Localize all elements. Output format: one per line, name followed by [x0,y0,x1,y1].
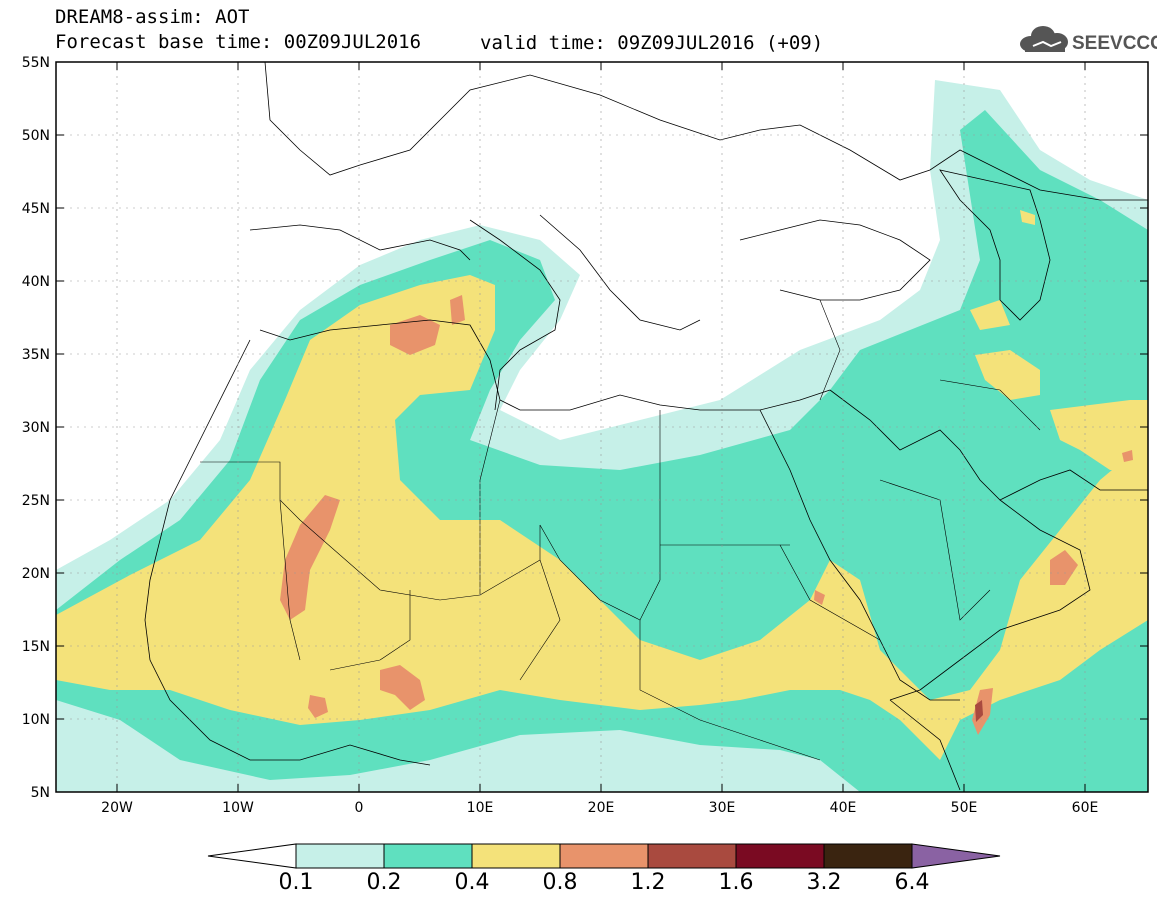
lon-label: 0 [355,800,364,816]
colorbar-under-arrow [207,843,297,869]
colorbar-swatch [559,843,649,869]
lon-label: 20W [101,800,133,816]
longitude-labels: 20W 10W 0 10E 20E 30E 40E 50E 60E [101,800,1098,816]
lat-label: 15N [22,639,50,655]
colorbar-swatch [823,843,913,869]
lon-label: 10W [222,800,254,816]
colorbar-label: 0.2 [366,870,402,895]
aot-band-0-4-east [970,210,1148,470]
lon-label: 60E [1072,800,1099,816]
map-title: DREAM8-assim: AOT [55,6,250,28]
aot-field [56,62,1148,792]
lat-label: 25N [22,493,50,509]
colorbar [207,843,1001,869]
aot-band-0-4-central [400,590,470,625]
lon-label: 30E [709,800,736,816]
colorbar-label: 3.2 [806,870,842,895]
lat-label: 55N [22,55,50,71]
cloud-icon [1020,26,1068,52]
lat-label: 20N [22,566,50,582]
colorbar-label: 0.8 [542,870,578,895]
coastlines [144,62,1148,791]
lat-label: 50N [22,128,50,144]
lon-label: 50E [951,800,978,816]
aot-band-1-2 [975,700,983,722]
colorbar-label: 0.1 [278,870,314,895]
colorbar-label: 0.4 [454,870,490,895]
axis-ticks [56,61,1148,793]
colorbar-swatch [647,843,737,869]
aot-band-0-4-west [56,275,1148,760]
colorbar-label: 1.6 [718,870,754,895]
lat-label: 30N [22,420,50,436]
country-borders [200,299,1041,761]
colorbar-swatch [471,843,561,869]
lat-label: 35N [22,347,50,363]
seevccc-logo: SEEVCCC [1020,26,1157,54]
colorbar-label: 1.2 [630,870,666,895]
lat-label: 40N [22,274,50,290]
colorbar-swatch [295,843,385,869]
lon-label: 40E [830,800,857,816]
lat-label: 5N [31,785,50,801]
lat-label: 45N [22,201,50,217]
colorbar-swatch [735,843,825,869]
lat-label: 10N [22,712,50,728]
colorbar-label: 6.4 [894,870,930,895]
forecast-base-time: Forecast base time: 00Z09JUL2016 [55,31,422,53]
latitude-labels: 55N 50N 45N 40N 35N 30N 25N 20N 15N 10N 5N [22,55,50,801]
colorbar-swatch [383,843,473,869]
lon-label: 10E [467,800,494,816]
colorbar-over-arrow [911,843,1001,869]
logo-text: SEEVCCC [1072,33,1157,54]
valid-time: valid time: 09Z09JUL2016 (+09) [480,32,824,54]
lon-label: 20E [588,800,615,816]
graticule [56,62,1148,792]
